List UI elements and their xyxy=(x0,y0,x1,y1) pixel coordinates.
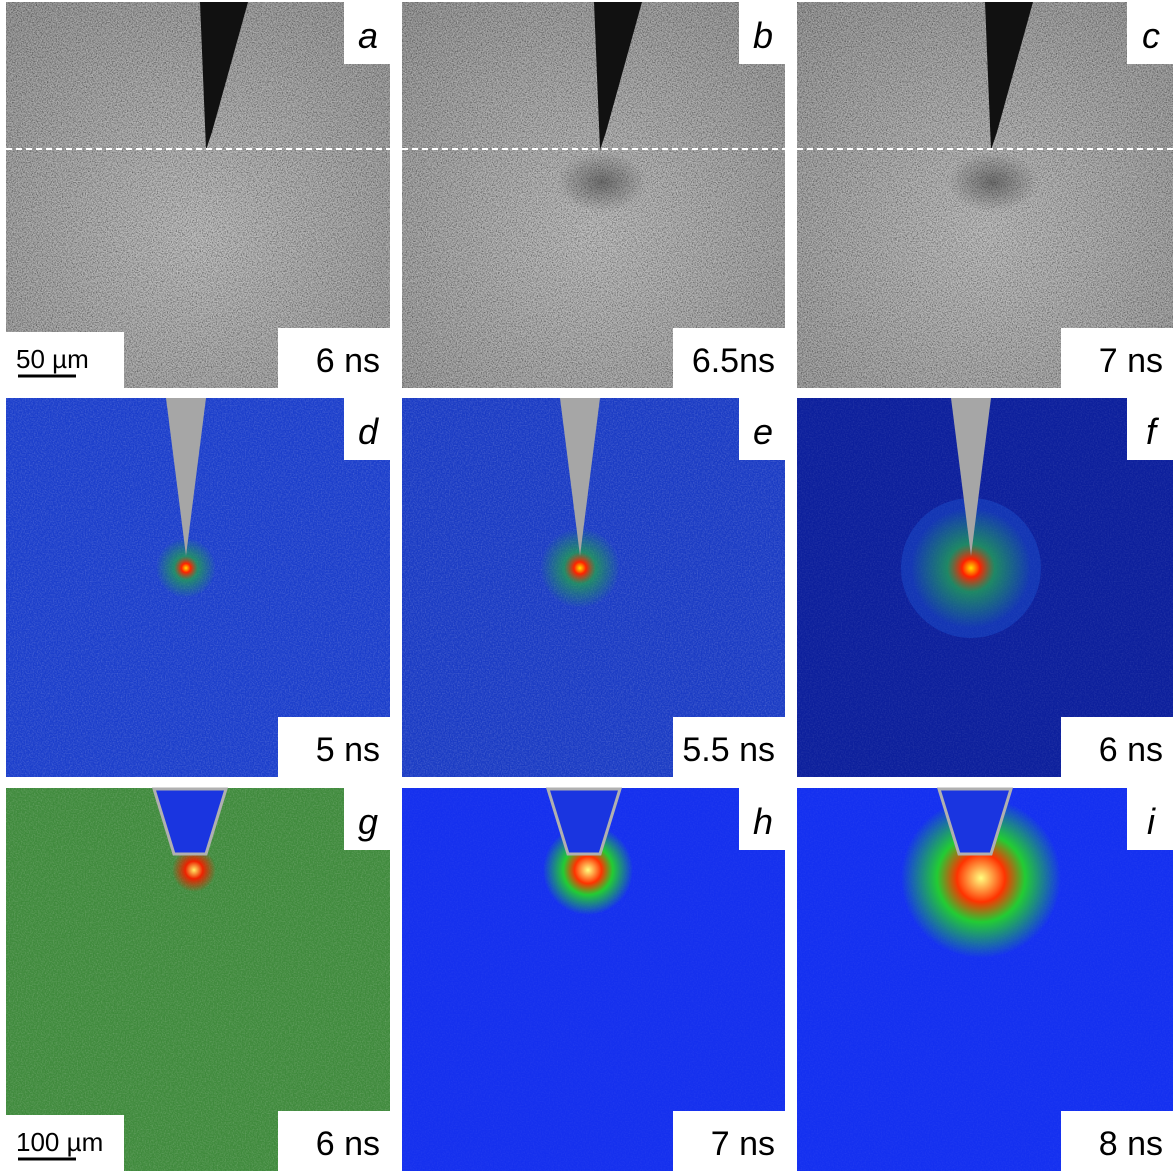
scale-box xyxy=(6,332,124,388)
panel-letter: b xyxy=(753,15,773,56)
panel-letter: a xyxy=(358,15,378,56)
time-label: 6 ns xyxy=(316,1125,380,1163)
letter-box xyxy=(1127,2,1173,64)
time-label: 7 ns xyxy=(711,1125,775,1163)
shadow xyxy=(948,152,1038,212)
time-box xyxy=(278,717,390,777)
panel-letter: c xyxy=(1142,15,1160,56)
panel: f6 ns xyxy=(797,398,1173,777)
scale-label: 100 µm xyxy=(16,1127,103,1157)
panel: c 7 ns xyxy=(797,2,1173,388)
noise xyxy=(6,2,390,388)
panel: g 6 ns 100 µm xyxy=(6,787,390,1171)
panel: d 5 ns xyxy=(6,398,390,777)
panel-letter: i xyxy=(1147,801,1156,842)
scale-label: 50 µm xyxy=(16,344,89,374)
time-label: 8 ns xyxy=(1099,1125,1163,1163)
glow xyxy=(901,798,1061,958)
letter-box xyxy=(739,398,785,460)
panel: i 8 ns xyxy=(797,787,1173,1171)
glow xyxy=(172,848,216,892)
letter-box xyxy=(1127,788,1173,850)
time-label: 6 ns xyxy=(1099,731,1163,769)
letter-box xyxy=(344,788,390,850)
panel: e 5.5 ns xyxy=(402,398,785,777)
panel: h 7 ns xyxy=(402,787,785,1171)
panel: a 6 ns 50 µm xyxy=(6,2,390,388)
tip xyxy=(200,2,248,150)
time-box xyxy=(278,328,390,388)
time-label: 7 ns xyxy=(1099,342,1163,380)
panel: b 6.5ns xyxy=(402,2,785,388)
glow xyxy=(540,528,620,608)
time-box xyxy=(673,1111,785,1171)
time-box xyxy=(673,328,785,388)
letter-box xyxy=(344,2,390,64)
glow xyxy=(156,538,216,598)
time-label: 6.5ns xyxy=(692,342,775,380)
time-box xyxy=(673,717,785,777)
letter-box xyxy=(739,788,785,850)
letter-box xyxy=(1127,398,1173,460)
shadow xyxy=(557,152,647,212)
scale-box xyxy=(6,1115,124,1171)
time-label: 6 ns xyxy=(316,342,380,380)
tip xyxy=(166,398,206,556)
time-label: 5.5 ns xyxy=(682,731,775,769)
time-box xyxy=(278,1111,390,1171)
electrode xyxy=(936,787,1014,856)
electrode xyxy=(151,787,229,856)
time-box xyxy=(1061,717,1173,777)
tip xyxy=(951,398,991,556)
letter-box xyxy=(344,398,390,460)
panel-letter: h xyxy=(753,801,773,842)
panel-letter: d xyxy=(358,411,379,452)
time-box xyxy=(1061,328,1173,388)
time-box xyxy=(1061,1111,1173,1171)
electrode xyxy=(545,787,623,856)
glow xyxy=(911,508,1031,628)
panel-letter: e xyxy=(753,411,773,452)
time-label: 5 ns xyxy=(316,731,380,769)
tip xyxy=(560,398,600,556)
tip xyxy=(594,2,642,150)
tip xyxy=(985,2,1033,150)
letter-box xyxy=(739,2,785,64)
panel-letter: g xyxy=(358,801,378,842)
